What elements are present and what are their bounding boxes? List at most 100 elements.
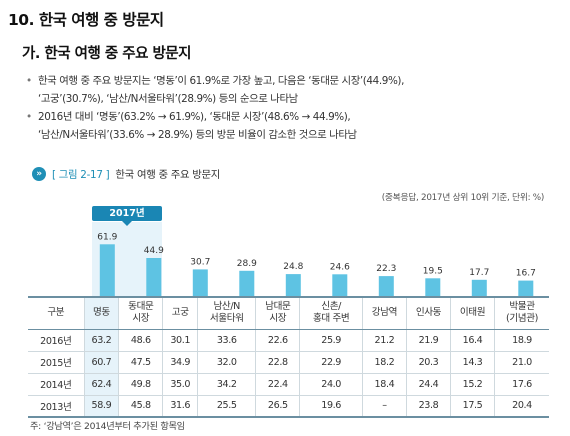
table-column-header: 동대문 시장 [118,296,163,330]
figure-title: 한국 여행 중 주요 방문지 [115,169,221,181]
bullet-line: 한국 여행 중 주요 방문지는 ‘명동’이 61.9%로 가장 높고, 다음은 … [38,75,404,87]
chart-bar [471,279,487,296]
data-table: 구분 명동 동대문 시장 고궁 남산/N 서울타워 남대문 시장 신촌/홍대 주변 강남역 인사동 이… [28,296,549,418]
table-cell: 33.6 [197,329,256,352]
table-cell: 25.5 [197,395,256,418]
table-cell: 21.9 [405,329,451,352]
table-column-header: 남대문 시장 [255,296,300,330]
table-cell: 32.0 [197,351,256,374]
table-row: 2015년 60.7 47.5 34.9 32.0 22.8 22.9 18.2 20.3 14.… [28,351,549,374]
column-header-line: 남산/N [213,301,240,313]
row-year: 2016년 [28,329,84,352]
column-header-line: 시장 [132,313,150,325]
column-header-line: 인사동 [415,307,442,319]
table-cell: 15.2 [449,373,495,396]
table-column-header: 신촌/홍대 주변 [299,296,363,330]
table-cell: 21.2 [361,329,407,352]
bar-value-label: 24.6 [330,262,350,272]
table-cell: 18.4 [361,373,407,396]
column-header-line: 남대문 [265,301,291,313]
bar-value-label: 17.7 [469,268,489,278]
table-cell: 21.0 [494,351,549,374]
column-header-line: (기념관) [506,313,538,325]
table-cell: 14.3 [449,351,495,374]
table-cell: 20.4 [494,395,549,418]
section-heading: 10. 한국 여행 중 방문지 [8,11,164,29]
chart-bar [239,270,255,296]
figure-caption: » [ 그림 2-17 ] 한국 여행 중 주요 방문지 [32,166,220,181]
bullet-line: 2016년 대비 ‘명동’(63.2% → 61.9%), ‘동대문 시장’(4… [38,111,351,123]
table-cell: 30.1 [162,329,198,352]
column-header-line: 강남역 [371,307,398,319]
table-cell: 22.9 [299,351,363,374]
table-cell: 45.8 [118,395,163,418]
chart-bar [99,244,115,296]
table-cell: 31.6 [162,395,198,418]
bar-value-label: 19.5 [423,266,443,276]
column-header-line: 시장 [269,313,287,325]
table-cell: 19.6 [299,395,363,418]
column-header-line: 고궁 [171,307,189,319]
table-cell: 17.6 [494,373,549,396]
double-chevron-icon: » [32,166,46,181]
column-header-line: 이태원 [459,307,486,319]
chart-bar [425,278,441,296]
table-column-header: 이태원 [449,296,495,330]
table-row: 2016년 63.2 48.6 30.1 33.6 22.6 25.9 21.2 21.9 16.… [28,329,549,352]
table-header-row: 구분 명동 동대문 시장 고궁 남산/N 서울타워 남대문 시장 신촌/홍대 주변 강남역 인사동 이… [28,296,549,330]
column-header-line: 박물관 [509,301,535,313]
table-cell: 22.6 [255,329,300,352]
bar-value-label: 16.7 [516,269,536,279]
row-year: 2013년 [28,395,84,418]
column-header-line: 서울타워 [209,313,244,325]
bullet-line: ‘고궁’(30.7%), ‘남산/N서울타워’(28.9%) 등의 순으로 나타… [38,93,298,105]
footnote: 주: ‘강남역’은 2014년부터 추가된 항목임 [30,421,185,432]
chart-bar [285,274,301,296]
table-cell: 23.8 [405,395,451,418]
table-cell: 20.3 [405,351,451,374]
table-column-header: 고궁 [162,296,198,330]
table-cell: 18.2 [361,351,407,374]
bar-value-label: 61.9 [97,232,117,242]
table-body: 2016년 63.2 48.6 30.1 33.6 22.6 25.9 21.2 21.9 16.… [28,329,549,418]
table-cell: 24.0 [299,373,363,396]
bar-value-label: 28.9 [237,259,257,269]
chart-bar [378,276,394,296]
column-header-line: 신촌/ [321,301,341,313]
summary-bullets: 한국 여행 중 주요 방문지는 ‘명동’이 61.9%로 가장 높고, 다음은 … [26,72,566,144]
bar-value-label: 30.7 [190,257,210,267]
bullet-item: 2016년 대비 ‘명동’(63.2% → 61.9%), ‘동대문 시장’(4… [26,108,566,144]
table-cell: 22.8 [255,351,300,374]
bullet-line: ‘남산/N서울타워’(33.6% → 28.9%) 등의 방문 비율이 감소한 … [38,129,357,141]
year-tag: 2017년 [92,206,162,226]
bar-value-label: 22.3 [376,264,396,274]
table-column-header: 남산/N 서울타워 [197,296,256,330]
table-cell: 22.4 [255,373,300,396]
table-cell: 48.6 [118,329,163,352]
chart-bar [192,269,208,296]
table-cell: 24.4 [405,373,451,396]
table-cell: 25.9 [299,329,363,352]
row-year: 2014년 [28,373,84,396]
table-row: 2014년 62.4 49.8 35.0 34.2 22.4 24.0 18.4 24.4 15.… [28,373,549,396]
chart-bar [332,274,348,296]
table-cell: 26.5 [255,395,300,418]
table-column-header: 명동 [83,296,119,330]
table-cell: 60.7 [83,351,119,374]
bar-value-label: 44.9 [144,246,164,256]
table-cell: 58.9 [83,395,119,418]
column-header-line: 홍대 주변 [312,313,350,325]
table-row: 2013년 58.9 45.8 31.6 25.5 26.5 19.6–23.8 17.5 20… [28,395,549,418]
table-column-header: 인사동 [405,296,451,330]
table-corner: 구분 [28,296,84,330]
table-cell: 17.5 [449,395,495,418]
bar-value-label: 24.8 [283,262,303,272]
bullet-item: 한국 여행 중 주요 방문지는 ‘명동’이 61.9%로 가장 높고, 다음은 … [26,72,566,108]
figure-note: (중복응답, 2017년 상위 10위 기준, 단위: %) [381,193,545,203]
table-cell: 18.9 [494,329,549,352]
table-cell: 34.2 [197,373,256,396]
row-year: 2015년 [28,351,84,374]
table-cell: 34.9 [162,351,198,374]
table-cell: 62.4 [83,373,119,396]
